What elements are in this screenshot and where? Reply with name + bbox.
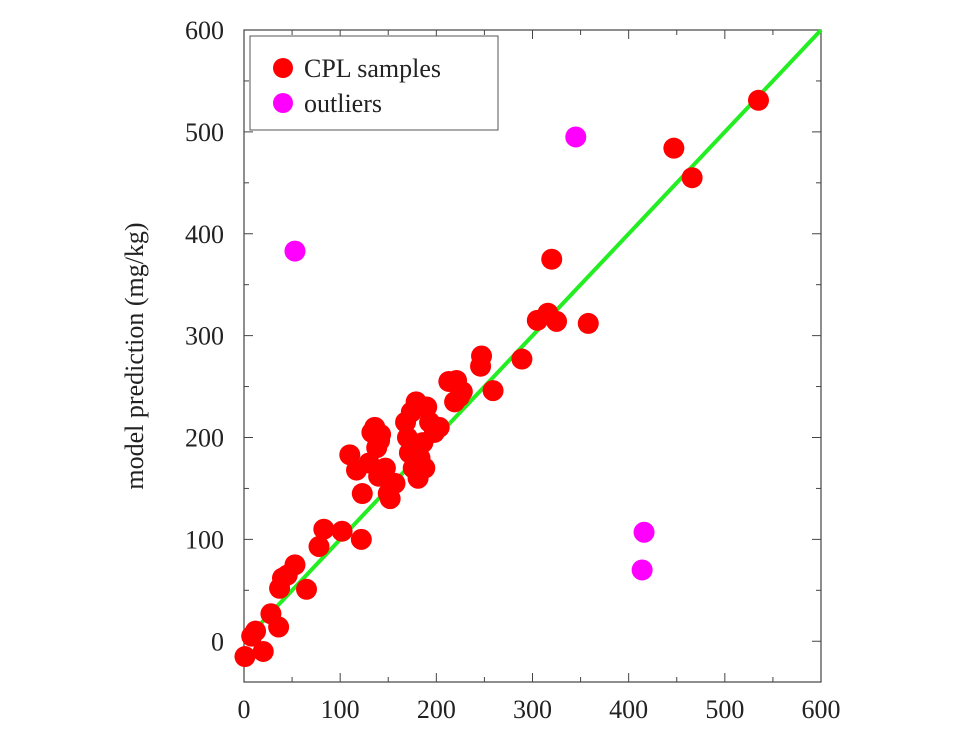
- plot-frame: [243, 29, 822, 683]
- y-tick-label: 400: [185, 220, 224, 249]
- cpl-sample-point: [428, 416, 450, 438]
- x-tick-label: 600: [802, 695, 841, 724]
- x-tick-label: 100: [321, 695, 360, 724]
- y-tick-label: 500: [185, 118, 224, 147]
- cpl-sample-point: [331, 520, 353, 542]
- cpl-sample-point: [511, 348, 533, 370]
- cpl-sample-point: [451, 381, 473, 403]
- legend: CPL samples outliers: [249, 35, 499, 131]
- y-tick-label: 200: [185, 424, 224, 453]
- cpl-sample-point: [370, 423, 392, 445]
- cpl-sample-point: [577, 312, 599, 334]
- y-tick-label: 100: [185, 525, 224, 554]
- y-axis-title: model prediction (mg/kg): [120, 222, 149, 489]
- cpl-sample-point: [546, 310, 568, 332]
- cpl-sample-point: [482, 380, 504, 402]
- cpl-sample-point: [681, 167, 703, 189]
- outlier-point: [565, 126, 587, 148]
- outlier-point: [284, 240, 306, 262]
- cpl-sample-point: [541, 248, 563, 270]
- x-tick-label: 500: [705, 695, 744, 724]
- cpl-sample-point: [313, 518, 335, 540]
- y-tick-label: 300: [185, 322, 224, 351]
- cpl-sample-point: [268, 616, 290, 638]
- legend-marker-cpl-samples: [273, 58, 293, 78]
- legend-label-cpl-samples: CPL samples: [304, 54, 441, 83]
- cpl-sample-point: [384, 472, 406, 494]
- legend-box: [249, 35, 499, 131]
- cpl-sample-point: [663, 137, 685, 159]
- cpl-sample-point: [747, 89, 769, 111]
- series-cpl-samples: [234, 89, 769, 668]
- cpl-sample-point: [414, 457, 436, 479]
- cpl-sample-point: [284, 554, 306, 576]
- y-tick-label: 600: [185, 16, 224, 45]
- x-tick-label: 300: [513, 695, 552, 724]
- legend-label-outliers: outliers: [304, 89, 382, 118]
- y-tick-label: 0: [211, 627, 224, 656]
- data-points: [234, 89, 769, 668]
- cpl-sample-point: [234, 646, 256, 668]
- axis-ticks: 0 100 200 300 400 500 600 0 100 200 300 400 500 600: [185, 16, 841, 724]
- cpl-sample-point: [252, 640, 274, 662]
- cpl-sample-point: [308, 536, 330, 558]
- outlier-point: [633, 521, 655, 543]
- series-outliers: [284, 126, 655, 581]
- legend-marker-outliers: [273, 93, 293, 113]
- outlier-point: [631, 559, 653, 581]
- x-tick-label: 400: [609, 695, 648, 724]
- x-tick-label: 0: [238, 695, 251, 724]
- x-tick-label: 200: [417, 695, 456, 724]
- cpl-sample-point: [245, 620, 267, 642]
- cpl-sample-point: [296, 578, 318, 600]
- cpl-sample-point: [350, 528, 372, 550]
- cpl-sample-point: [471, 345, 493, 367]
- cpl-sample-point: [351, 483, 373, 505]
- cpl-sample-point: [374, 457, 396, 479]
